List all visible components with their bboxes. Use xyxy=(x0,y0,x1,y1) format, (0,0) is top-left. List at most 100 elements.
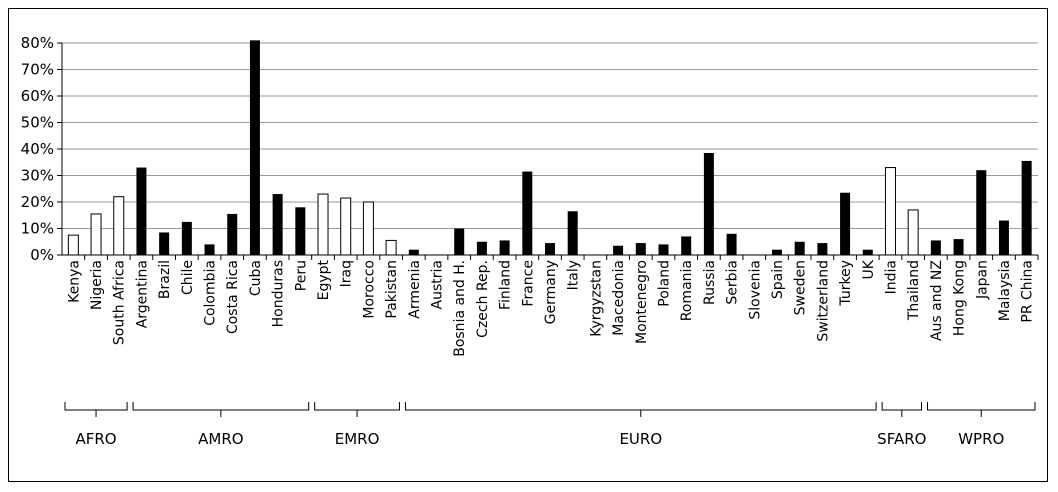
bar-honduras xyxy=(272,194,283,255)
bar-south-africa xyxy=(113,196,125,256)
group-label: SFARO xyxy=(877,430,926,448)
group-bracket xyxy=(404,402,877,417)
region-groups: AFRO AMRO EMRO EURO SFARO WPRO xyxy=(64,402,1036,448)
bar-bosnia-and-h xyxy=(454,228,465,255)
x-category-label: Slovenia xyxy=(747,260,763,320)
group-label: EURO xyxy=(619,430,662,448)
y-tick-label: 50% xyxy=(21,114,54,132)
group-label: AMRO xyxy=(198,430,243,448)
bar-japan xyxy=(976,170,987,255)
y-tick-label: 10% xyxy=(21,220,54,238)
bar-germany xyxy=(545,243,555,255)
x-category-label: Hong Kong xyxy=(952,260,968,336)
x-category-label: Italy xyxy=(566,260,582,290)
bar-macedonia xyxy=(613,245,624,255)
x-category-label: Japan xyxy=(974,260,990,300)
x-category-label: Aus and NZ xyxy=(929,260,945,341)
bar-romania xyxy=(681,236,692,255)
group-label: EMRO xyxy=(335,430,380,448)
bar-colombia xyxy=(204,244,215,255)
x-category-label: Kenya xyxy=(66,260,82,303)
x-category-label: Chile xyxy=(180,260,196,295)
group-bracket xyxy=(314,402,400,417)
group-bracket xyxy=(132,402,310,417)
x-category-label: Turkey xyxy=(838,260,854,307)
x-category-label: Pakistan xyxy=(384,260,400,319)
bar-finland xyxy=(499,240,510,255)
y-tick-label: 40% xyxy=(21,140,54,158)
x-category-label: Poland xyxy=(656,260,672,307)
bar-nigeria xyxy=(90,213,102,256)
x-category-label: South Africa xyxy=(112,260,128,345)
bar-morocco xyxy=(362,201,374,256)
x-category-label: Nigeria xyxy=(89,260,105,310)
x-category-label: Sweden xyxy=(793,260,809,315)
bar-russia xyxy=(703,152,714,255)
x-category-label: Romania xyxy=(679,260,695,321)
x-category-label: Serbia xyxy=(725,260,741,305)
bar-montenegro xyxy=(635,243,646,255)
bar-aus-and-nz xyxy=(930,240,941,255)
bar-pakistan xyxy=(385,239,397,256)
y-tick-label: 30% xyxy=(21,167,54,185)
bar-brazil xyxy=(159,232,170,255)
bar-czech-rep xyxy=(476,241,487,255)
bar-uk xyxy=(862,249,873,255)
x-category-label: Switzerland xyxy=(815,260,831,342)
bar-italy xyxy=(567,211,578,255)
x-category-label: Germany xyxy=(543,260,559,324)
bar-malaysia xyxy=(998,220,1009,255)
x-axis-labels: Kenya Nigeria South Africa Argentina Brazil C… xyxy=(66,259,1035,357)
x-category-label: India xyxy=(883,260,899,294)
x-category-label: UK xyxy=(861,259,877,279)
y-tick-label: 20% xyxy=(21,193,54,211)
x-category-label: Austria xyxy=(430,260,446,309)
bar-sweden xyxy=(794,241,805,255)
bar-pr-china xyxy=(1021,160,1032,255)
group-label: WPRO xyxy=(958,430,1004,448)
y-tick-label: 70% xyxy=(21,61,54,79)
x-category-label: Russia xyxy=(702,260,718,305)
bar-argentina xyxy=(136,167,147,255)
bar-france xyxy=(522,171,533,255)
bar-peru xyxy=(295,207,306,255)
bar-india xyxy=(884,167,896,256)
x-category-label: Spain xyxy=(770,260,786,299)
x-category-label: Macedonia xyxy=(611,260,627,336)
x-category-label: Peru xyxy=(293,260,309,291)
x-category-label: Argentina xyxy=(134,260,150,328)
x-category-label: Costa Rica xyxy=(225,260,241,334)
x-category-label: Egypt xyxy=(316,260,332,301)
x-category-label: Montenegro xyxy=(634,260,650,344)
bar-armenia xyxy=(408,249,419,255)
x-category-label: Iraq xyxy=(339,260,355,287)
x-category-label: Morocco xyxy=(361,260,377,319)
x-category-label: Honduras xyxy=(271,260,287,327)
y-tick-label: 80% xyxy=(21,34,54,52)
x-category-label: Brazil xyxy=(157,260,173,299)
x-category-label: Bosnia and H. xyxy=(452,260,468,357)
bar-hong-kong xyxy=(953,239,964,255)
bar-poland xyxy=(658,244,669,255)
x-category-label: Colombia xyxy=(203,260,219,326)
bar-costa-rica xyxy=(227,213,238,255)
bar-thailand xyxy=(907,209,919,256)
bar-egypt xyxy=(317,193,329,256)
group-bracket xyxy=(927,402,1036,417)
x-category-label: Czech Rep. xyxy=(475,260,491,338)
y-tick-label: 0% xyxy=(30,246,54,264)
group-bracket xyxy=(64,402,128,417)
bar-chile xyxy=(181,221,192,255)
x-category-label: PR China xyxy=(1020,260,1036,323)
bar-kenya xyxy=(67,234,79,256)
y-tick-label: 60% xyxy=(21,87,54,105)
bars xyxy=(67,40,1032,256)
x-category-label: Finland xyxy=(498,260,514,310)
x-category-label: Cuba xyxy=(248,260,264,296)
x-category-label: Malaysia xyxy=(997,260,1013,321)
group-bracket xyxy=(881,402,923,417)
bar-cuba xyxy=(249,40,260,255)
bar-iraq xyxy=(340,197,352,256)
bar-serbia xyxy=(726,233,737,255)
